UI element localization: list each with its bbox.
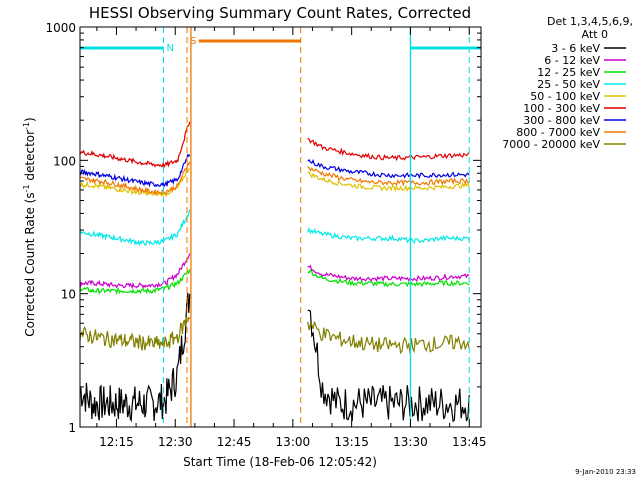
legend-header-line-1: Det 1,3,4,5,6,9, bbox=[547, 15, 633, 28]
legend-label-5: 100 - 300 keV bbox=[523, 102, 600, 115]
series-2-line-pre bbox=[79, 268, 191, 296]
y-axis-label: Corrected Count Rate (s-1 detector-1) bbox=[22, 117, 37, 336]
data-layer: NS bbox=[79, 27, 481, 427]
x-tick-label-6: 13:45 bbox=[452, 435, 487, 449]
x-tick-label-1: 12:30 bbox=[158, 435, 193, 449]
series-6-line-post bbox=[307, 158, 470, 180]
y-tick-label-1: 10 bbox=[61, 288, 76, 302]
y-tick-label-0: 1 bbox=[68, 421, 76, 435]
series-7-line-post bbox=[307, 166, 470, 187]
series-3-line-pre bbox=[79, 209, 191, 247]
series-8-line-pre bbox=[79, 316, 191, 351]
legend-label-0: 3 - 6 keV bbox=[551, 42, 600, 55]
flag-label-S: S bbox=[190, 36, 196, 47]
series-7-line-pre bbox=[79, 161, 191, 196]
date-stamp: 9-Jan-2010 23:33 bbox=[575, 468, 636, 476]
axis-ticks: 12:15 12:30 12:45 13:00 13:15 13:30 13:45 1 10 10… bbox=[45, 21, 486, 449]
y-tick-label-2: 100 bbox=[53, 154, 76, 168]
series-8-line-post bbox=[307, 321, 470, 355]
legend-label-3: 25 - 50 keV bbox=[537, 78, 600, 91]
x-axis-label: Start Time (18-Feb-06 12:05:42) bbox=[183, 455, 377, 469]
legend-label-1: 6 - 12 keV bbox=[544, 54, 600, 67]
y-tick-label-3: 1000 bbox=[45, 21, 76, 35]
series-5-line-pre bbox=[79, 121, 191, 169]
series-1-line-post bbox=[307, 264, 470, 283]
flag-label-N: N bbox=[166, 43, 173, 54]
x-tick-label-3: 13:00 bbox=[276, 435, 311, 449]
series-0-line-pre bbox=[79, 292, 191, 423]
chart-title: HESSI Observing Summary Count Rates, Cor… bbox=[89, 4, 471, 22]
series-3-line-post bbox=[307, 226, 470, 245]
series-2-line-post bbox=[307, 269, 470, 288]
legend-label-2: 12 - 25 keV bbox=[537, 66, 600, 79]
series-0-line-post bbox=[307, 309, 470, 423]
series-5-line-post bbox=[307, 137, 470, 162]
legend-label-8: 7000 - 20000 keV bbox=[502, 138, 600, 151]
x-tick-label-4: 13:15 bbox=[334, 435, 369, 449]
x-tick-label-2: 12:45 bbox=[217, 435, 252, 449]
x-tick-label-5: 13:30 bbox=[393, 435, 428, 449]
legend-label-6: 300 - 800 keV bbox=[523, 114, 600, 127]
legend-header-line-2: Att 0 bbox=[582, 28, 608, 41]
legend-label-7: 800 - 7000 keV bbox=[516, 126, 600, 139]
x-tick-label-0: 12:15 bbox=[99, 435, 134, 449]
series-1-line-pre bbox=[79, 253, 191, 290]
legend-label-4: 50 - 100 keV bbox=[530, 90, 600, 103]
plot-frame bbox=[79, 26, 482, 428]
series-6-line-pre bbox=[79, 153, 191, 188]
